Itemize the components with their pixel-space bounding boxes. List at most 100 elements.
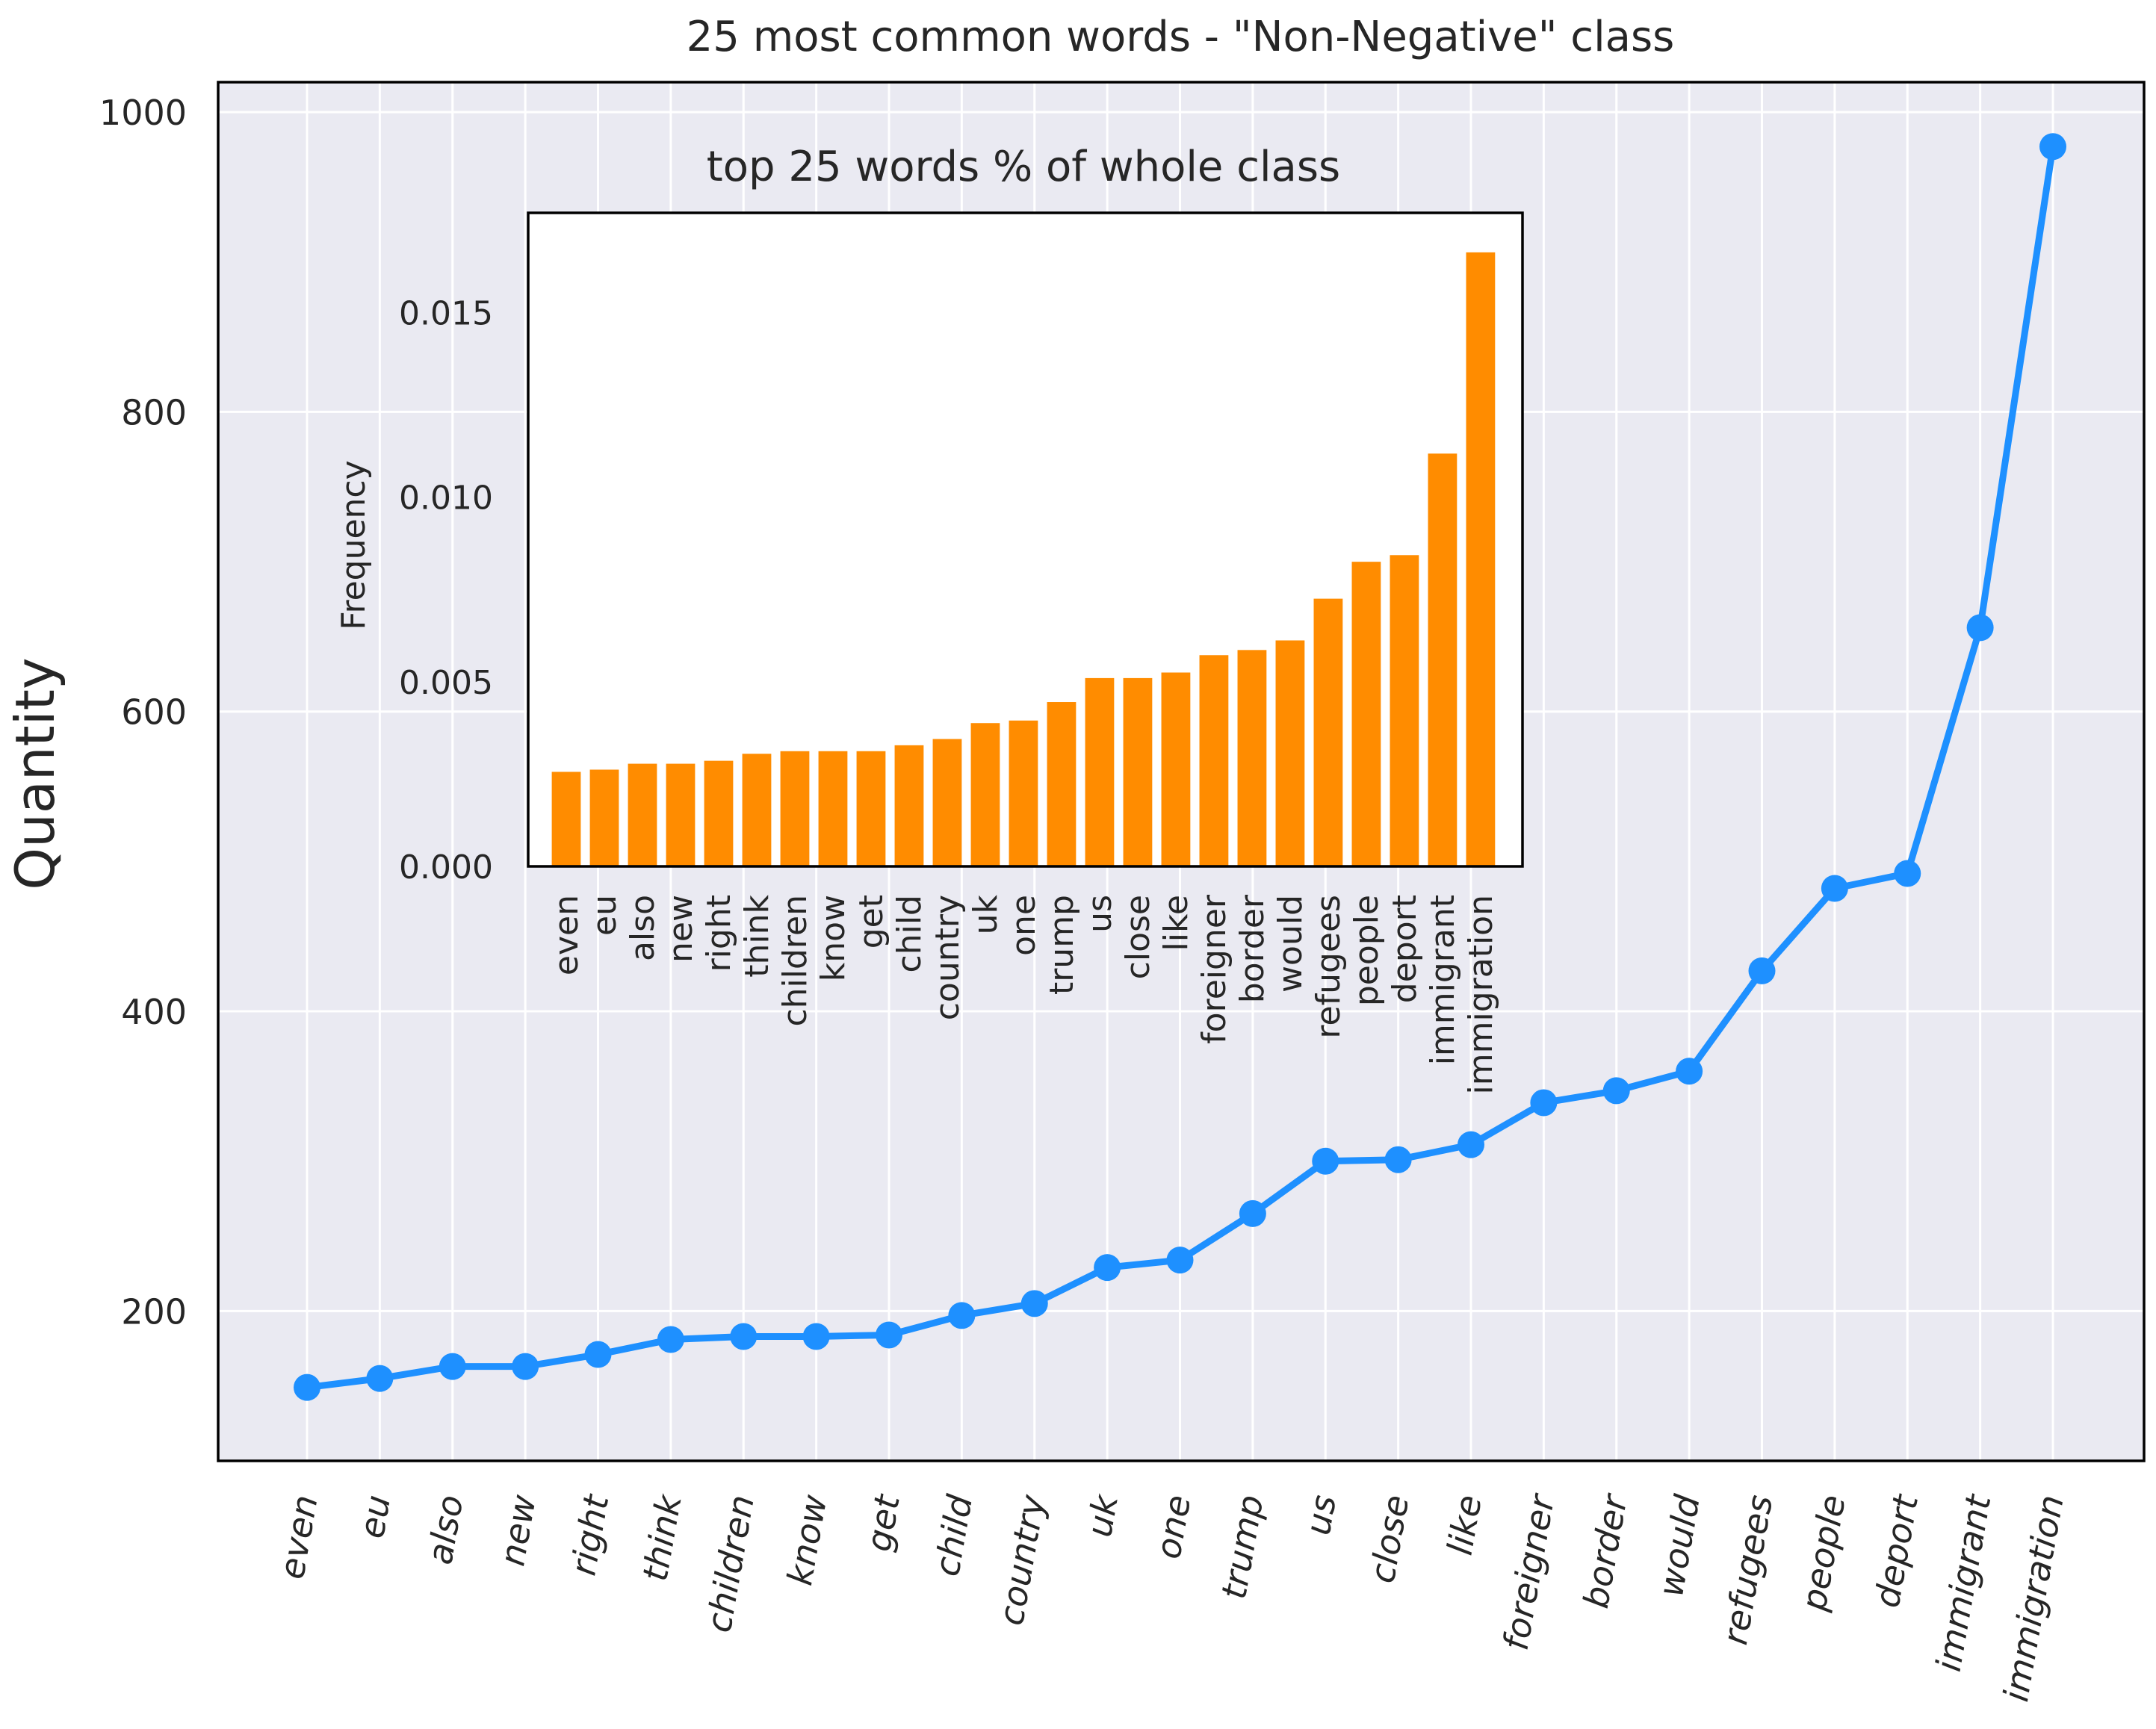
main-xtick-label: like xyxy=(1440,1492,1490,1559)
inset-bar-right xyxy=(702,759,735,868)
main-plot-frame xyxy=(217,81,2146,1462)
main-ytick-label: 400 xyxy=(121,992,187,1032)
inset-bar-us xyxy=(1083,676,1116,867)
inset-bar-foreigner xyxy=(1198,654,1230,867)
main-title: 25 most common words - "Non-Negative" cl… xyxy=(687,13,1675,61)
main-ytick-label: 800 xyxy=(121,392,187,432)
inset-bar-get xyxy=(855,749,888,867)
main-point-immigrant xyxy=(1966,614,1994,642)
inset-bar-people xyxy=(1350,560,1383,867)
main-point-us xyxy=(1312,1147,1339,1175)
main-xtick-label: deport xyxy=(1867,1491,1927,1611)
main-point-think xyxy=(657,1326,684,1353)
main-xtick-label: would xyxy=(1650,1491,1708,1600)
main-point-immigration xyxy=(2039,133,2066,161)
inset-xtick-label: know xyxy=(814,895,852,981)
main-ytick-label: 200 xyxy=(121,1291,187,1332)
inset-bar-think xyxy=(740,752,773,867)
main-xtick-label: get xyxy=(858,1491,908,1555)
inset-bar-uk xyxy=(969,721,1002,867)
inset-xtick-label: deport xyxy=(1386,895,1424,1003)
inset-ytick-label: 0.000 xyxy=(399,848,493,887)
main-xtick-label: think xyxy=(634,1490,690,1584)
main-point-people xyxy=(1821,875,1848,902)
inset-xtick-label: new xyxy=(662,895,700,963)
inset-xtick-label: immigrant xyxy=(1424,895,1462,1065)
main-xtick-label: uk xyxy=(1079,1490,1126,1540)
inset-bar-new xyxy=(664,762,697,867)
main-xtick-label: even xyxy=(271,1492,326,1583)
main-point-even xyxy=(294,1373,320,1401)
main-ytick-label: 600 xyxy=(121,692,187,733)
main-point-uk xyxy=(1094,1254,1121,1282)
inset-xtick-label: one xyxy=(1005,895,1043,956)
main-xtick-label: foreigner xyxy=(1496,1490,1563,1654)
main-xtick-label: us xyxy=(1298,1492,1344,1539)
main-point-get xyxy=(876,1321,902,1349)
inset-bar-would xyxy=(1274,639,1307,867)
inset-xtick-label: people xyxy=(1348,895,1386,1006)
main-xtick-label: child xyxy=(926,1491,980,1580)
inset-xtick-label: us xyxy=(1081,895,1119,933)
inset-xtick-label: also xyxy=(624,895,662,961)
inset-xtick-label: get xyxy=(852,895,890,949)
main-point-like xyxy=(1458,1131,1484,1158)
inset-plot-frame xyxy=(527,211,1524,868)
main-point-country xyxy=(1020,1290,1048,1317)
inset-ytick-label: 0.015 xyxy=(399,294,493,332)
main-point-deport xyxy=(1894,860,1921,887)
inset-xtick-label: close xyxy=(1119,895,1157,979)
inset-bar-also xyxy=(626,762,659,867)
main-xtick-label: trump xyxy=(1213,1492,1271,1602)
inset-bar-immigrant xyxy=(1426,452,1459,867)
main-xtick-label: know xyxy=(779,1491,834,1588)
main-xtick-label: right xyxy=(563,1491,616,1579)
main-xtick-label: also xyxy=(419,1492,471,1568)
inset-title: top 25 words % of whole class xyxy=(707,143,1340,191)
inset-xtick-label: foreigner xyxy=(1195,894,1233,1044)
main-xtick-label: children xyxy=(698,1492,762,1636)
inset-bar-child xyxy=(893,743,926,867)
inset-xtick-label: uk xyxy=(967,894,1005,934)
inset-xtick-label: child xyxy=(890,895,929,972)
main-xtick-label: country xyxy=(991,1491,1053,1628)
main-xtick-label: close xyxy=(1362,1492,1417,1586)
main-ytick-label: 1000 xyxy=(99,93,187,133)
inset-xtick-label: right xyxy=(700,895,738,972)
main-point-children xyxy=(730,1323,758,1350)
inset-ylabel: Frequency xyxy=(335,460,373,630)
main-ylabel: Quantity xyxy=(4,657,66,890)
main-point-trump xyxy=(1239,1199,1266,1227)
inset-bar-deport xyxy=(1388,553,1421,867)
inset-bar-know xyxy=(817,749,849,867)
main-point-border xyxy=(1602,1077,1630,1105)
inset-xtick-label: like xyxy=(1157,895,1195,951)
main-xtick-label: eu xyxy=(351,1492,398,1542)
inset-xtick-label: trump xyxy=(1043,895,1081,995)
main-point-one xyxy=(1166,1247,1194,1274)
main-xtick-label: immigration xyxy=(1995,1492,2072,1705)
main-xtick-label: immigrant xyxy=(1928,1491,1999,1674)
main-point-foreigner xyxy=(1530,1089,1558,1117)
inset-bar-trump xyxy=(1045,701,1078,868)
inset-bar-close xyxy=(1121,676,1154,867)
main-point-eu xyxy=(366,1365,394,1392)
inset-xtick-label: children xyxy=(776,895,814,1027)
main-xtick-label: border xyxy=(1576,1489,1635,1611)
inset-xtick-label: country xyxy=(929,895,967,1020)
main-point-refugees xyxy=(1748,957,1776,984)
inset-bar-one xyxy=(1007,718,1040,867)
inset-xtick-label: think xyxy=(738,894,776,977)
inset-bar-children xyxy=(778,749,811,867)
inset-bar-like xyxy=(1159,671,1192,868)
inset-xtick-label: refugees xyxy=(1310,895,1348,1039)
main-point-new xyxy=(512,1353,539,1380)
inset-xtick-label: would xyxy=(1271,895,1310,993)
main-point-also xyxy=(439,1353,466,1380)
main-point-know xyxy=(802,1323,830,1350)
inset-ytick-label: 0.010 xyxy=(399,479,493,518)
inset-ytick-label: 0.005 xyxy=(399,664,493,702)
inset-xtick-label: even xyxy=(548,895,586,975)
inset-bar-country xyxy=(931,737,964,867)
